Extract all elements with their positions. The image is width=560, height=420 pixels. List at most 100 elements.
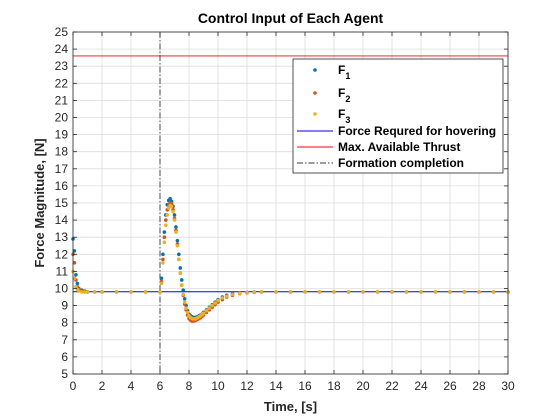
x-tick-label: 20 <box>356 379 370 393</box>
y-tick-label: 17 <box>55 162 69 176</box>
y-tick-label: 16 <box>55 179 69 193</box>
x-tick-label: 0 <box>70 379 77 393</box>
data-point-f1 <box>161 252 165 257</box>
data-point-f3 <box>259 290 264 294</box>
data-point-f3 <box>448 290 452 294</box>
x-tick-label: 18 <box>327 379 341 393</box>
x-tick-label: 4 <box>128 379 135 393</box>
data-point-f3 <box>303 290 307 294</box>
data-point-f1 <box>75 281 80 286</box>
y-tick-label: 22 <box>55 76 69 90</box>
data-point-f3 <box>317 290 322 294</box>
data-point-f3 <box>462 290 467 294</box>
data-point-f3 <box>332 290 336 294</box>
data-point-f3 <box>216 298 220 303</box>
data-point-f3 <box>171 209 175 214</box>
y-tick-label: 25 <box>55 25 69 39</box>
x-tick-label: 8 <box>186 379 193 393</box>
data-point-f2 <box>161 257 165 262</box>
data-point-f2 <box>164 218 168 222</box>
data-point-f3 <box>169 204 174 209</box>
data-point-f3 <box>346 290 351 294</box>
data-point-f1 <box>172 213 177 217</box>
data-point-f3 <box>220 296 225 300</box>
data-point-f1 <box>179 278 184 282</box>
data-point-f3 <box>182 300 187 304</box>
x-tick-label: 14 <box>269 379 283 393</box>
data-point-f3 <box>172 218 177 222</box>
data-point-f3 <box>114 290 119 294</box>
data-point-f2 <box>162 235 167 239</box>
legend-marker-f1 <box>313 68 317 72</box>
y-tick-label: 19 <box>55 128 69 142</box>
data-point-f1 <box>175 238 180 243</box>
data-point-f3 <box>179 283 184 287</box>
data-point-f3 <box>161 261 165 265</box>
data-point-f3 <box>204 308 209 313</box>
data-point-f3 <box>82 290 87 294</box>
x-tick-label: 22 <box>385 379 399 393</box>
y-tick-label: 11 <box>56 264 69 278</box>
y-tick-label: 5 <box>61 367 68 381</box>
y-tick-label: 8 <box>61 316 68 330</box>
data-point-f3 <box>175 243 180 248</box>
data-point-f3 <box>184 306 188 310</box>
x-tick-label: 6 <box>157 379 164 393</box>
x-tick-label: 12 <box>240 379 254 393</box>
data-point-f1 <box>177 252 181 257</box>
data-point-f3 <box>288 290 293 294</box>
data-point-f3 <box>207 306 212 310</box>
x-tick-label: 24 <box>414 379 428 393</box>
data-point-f1 <box>162 230 167 234</box>
data-point-f3 <box>390 290 394 294</box>
data-point-f1 <box>74 273 78 277</box>
data-point-f3 <box>224 294 229 298</box>
data-point-f3 <box>477 290 481 294</box>
y-tick-label: 13 <box>55 230 69 244</box>
data-point-f1 <box>181 288 185 293</box>
legend-box <box>292 58 504 174</box>
data-point-f3 <box>252 290 257 294</box>
y-tick-label: 6 <box>61 350 68 364</box>
x-tick-label: 2 <box>99 379 106 393</box>
data-point-f3 <box>159 281 164 286</box>
legend-label-max-available-thrust: Max. Available Thrust <box>338 140 460 154</box>
data-point-f3 <box>174 230 178 234</box>
data-point-f3 <box>375 290 380 294</box>
legend-label-f3: F3 <box>338 107 350 125</box>
x-tick-label: 26 <box>443 379 457 393</box>
data-point-f3 <box>210 303 214 308</box>
data-point-f3 <box>162 240 167 245</box>
y-tick-label: 10 <box>55 282 69 296</box>
y-tick-label: 20 <box>55 111 69 125</box>
chart-title: Control Input of Each Agent <box>198 10 384 26</box>
data-point-f3 <box>185 310 190 315</box>
data-point-f1 <box>72 249 77 253</box>
data-point-f1 <box>178 266 183 270</box>
data-point-f3 <box>178 271 183 275</box>
data-point-f3 <box>404 290 409 294</box>
data-point-f3 <box>274 290 278 294</box>
data-point-f3 <box>177 257 181 262</box>
legend-label-force-requred-for-hovering: Force Requred for hovering <box>338 124 496 138</box>
data-point-f3 <box>230 292 235 297</box>
axis-ticks: 0 2 4 6 8 10 12 14 16 18 20 22 24 26 28 305678910111213… <box>55 25 515 393</box>
data-point-f3 <box>143 290 148 294</box>
data-point-f3 <box>433 290 438 294</box>
data-point-f3 <box>79 290 84 294</box>
y-tick-label: 24 <box>55 42 69 56</box>
data-point-f1 <box>182 296 187 301</box>
x-tick-label: 10 <box>211 379 225 393</box>
y-tick-label: 21 <box>55 93 69 107</box>
y-tick-label: 12 <box>55 247 69 261</box>
data-point-f3 <box>72 276 77 281</box>
data-point-f3 <box>92 290 97 294</box>
data-point-f3 <box>100 290 104 294</box>
data-point-f3 <box>165 213 170 217</box>
data-point-f3 <box>85 290 90 294</box>
y-tick-label: 14 <box>55 213 69 227</box>
x-tick-label: 28 <box>472 379 486 393</box>
x-axis-label: Time, [s] <box>264 399 317 414</box>
